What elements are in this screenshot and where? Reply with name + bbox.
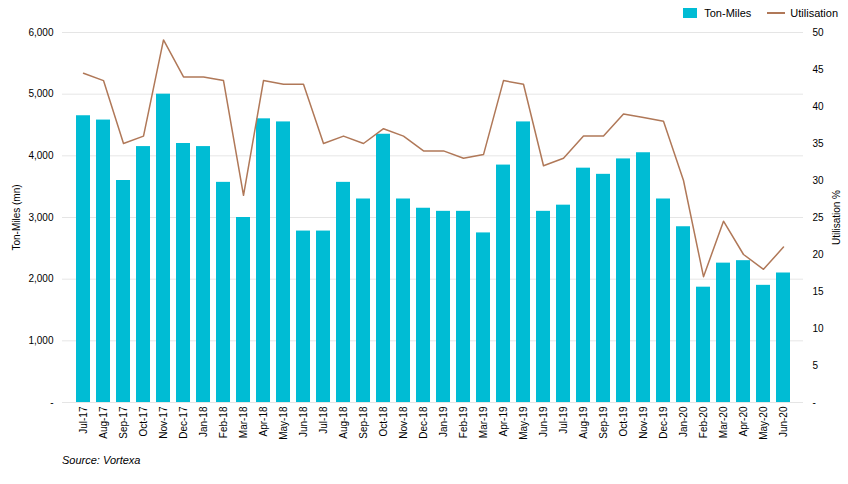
svg-text:50: 50 <box>813 27 825 38</box>
svg-text:Mar-19: Mar-19 <box>478 406 489 438</box>
svg-text:Sep-19: Sep-19 <box>598 406 609 439</box>
svg-text:Sep-18: Sep-18 <box>358 406 369 439</box>
svg-text:Feb-20: Feb-20 <box>698 406 709 438</box>
svg-text:Aug-19: Aug-19 <box>578 406 589 439</box>
svg-text:Nov-19: Nov-19 <box>638 406 649 439</box>
svg-text:Sep-17: Sep-17 <box>118 406 129 439</box>
svg-text:Jul-18: Jul-18 <box>318 406 329 434</box>
svg-text:Oct-19: Oct-19 <box>618 406 629 436</box>
svg-text:2,000: 2,000 <box>28 273 53 284</box>
svg-text:Oct-18: Oct-18 <box>378 406 389 436</box>
svg-text:Aug-17: Aug-17 <box>98 406 109 439</box>
html-text:Source: Vortexa: Source: Vortexa <box>62 454 141 466</box>
svg-text:Jun-18: Jun-18 <box>298 406 309 437</box>
svg-text:20: 20 <box>813 249 825 260</box>
svg-text:40: 40 <box>813 101 825 112</box>
svg-text:Dec-19: Dec-19 <box>658 406 669 439</box>
svg-text:Dec-18: Dec-18 <box>418 406 429 439</box>
svg-text:May-18: May-18 <box>278 406 289 440</box>
svg-text:Nov-17: Nov-17 <box>158 406 169 439</box>
svg-text:Jun-20: Jun-20 <box>778 406 789 437</box>
svg-text:Mar-18: Mar-18 <box>238 406 249 438</box>
svg-text:35: 35 <box>813 138 825 149</box>
svg-text:Apr-19: Apr-19 <box>498 406 509 436</box>
svg-text:Feb-18: Feb-18 <box>218 406 229 438</box>
svg-text:Feb-19: Feb-19 <box>458 406 469 438</box>
svg-text:Jul-17: Jul-17 <box>78 406 89 434</box>
svg-text:30: 30 <box>813 175 825 186</box>
svg-text:Utilisation %: Utilisation % <box>831 190 842 245</box>
svg-text:25: 25 <box>813 212 825 223</box>
svg-text:-: - <box>813 397 816 408</box>
svg-text:May-19: May-19 <box>518 406 529 440</box>
svg-text:Jul-19: Jul-19 <box>558 406 569 434</box>
svg-text:Jan-18: Jan-18 <box>198 406 209 437</box>
svg-text:Jan-19: Jan-19 <box>438 406 449 437</box>
svg-text:Jan-20: Jan-20 <box>678 406 689 437</box>
svg-text:-: - <box>50 397 53 408</box>
svg-text:Mar-20: Mar-20 <box>718 406 729 438</box>
svg-text:45: 45 <box>813 64 825 75</box>
svg-text:5,000: 5,000 <box>28 88 53 99</box>
svg-text:Ton-Miles (mn): Ton-Miles (mn) <box>11 184 22 250</box>
svg-text:3,000: 3,000 <box>28 212 53 223</box>
svg-text:Nov-18: Nov-18 <box>398 406 409 439</box>
svg-text:15: 15 <box>813 286 825 297</box>
svg-text:Apr-18: Apr-18 <box>258 406 269 436</box>
svg-text:Apr-20: Apr-20 <box>738 406 749 436</box>
svg-text:Oct-17: Oct-17 <box>138 406 149 436</box>
svg-text:May-20: May-20 <box>758 406 769 440</box>
svg-text:5: 5 <box>813 360 819 371</box>
svg-text:Dec-17: Dec-17 <box>178 406 189 439</box>
svg-text:4,000: 4,000 <box>28 150 53 161</box>
svg-text:Jun-19: Jun-19 <box>538 406 549 437</box>
html-text:Utilisation: Utilisation <box>790 7 838 19</box>
svg-text:Aug-18: Aug-18 <box>338 406 349 439</box>
svg-text:1,000: 1,000 <box>28 335 53 346</box>
svg-text:10: 10 <box>813 323 825 334</box>
html-text:Ton-Miles: Ton-Miles <box>704 7 752 19</box>
svg-text:6,000: 6,000 <box>28 27 53 38</box>
